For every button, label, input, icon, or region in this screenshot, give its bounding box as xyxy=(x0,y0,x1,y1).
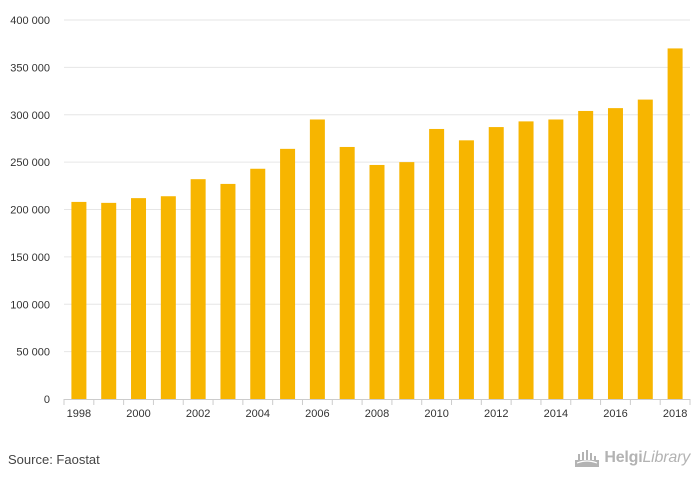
bar-2009[interactable] xyxy=(399,162,415,399)
x-tick-label: 2008 xyxy=(365,408,389,420)
x-tick-label: 1998 xyxy=(67,408,91,420)
bar-2004[interactable] xyxy=(250,168,266,399)
bar-2016[interactable] xyxy=(607,108,623,400)
x-tick-label: 2012 xyxy=(484,408,508,420)
y-tick-label: 100 000 xyxy=(10,299,50,311)
x-tick-label: 2002 xyxy=(186,408,210,420)
x-tick-label: 2016 xyxy=(603,408,627,420)
y-tick-label: 350 000 xyxy=(10,62,50,74)
y-tick-label: 150 000 xyxy=(10,252,50,264)
bar-2003[interactable] xyxy=(220,183,236,399)
bar-2017[interactable] xyxy=(637,99,653,399)
bar-chart: 0 50 000 100 000 150 000 200 000 250 000 300 0… xyxy=(10,15,691,420)
bar-2002[interactable] xyxy=(190,179,206,399)
x-tick-label: 2004 xyxy=(246,408,270,420)
y-tick-label: 200 000 xyxy=(10,205,50,217)
bar-2011[interactable] xyxy=(458,140,474,399)
bar-2006[interactable] xyxy=(309,119,325,400)
source-label: Source: Faostat xyxy=(8,452,100,467)
y-tick-label: 50 000 xyxy=(16,347,50,359)
logo-text-helgi: Helgi xyxy=(604,449,643,466)
bars xyxy=(71,48,683,400)
chart-footer: Source: Faostat Helgi Library xyxy=(0,440,700,483)
bar-2008[interactable] xyxy=(369,164,385,399)
x-tick-label: 2010 xyxy=(424,408,448,420)
y-tick-label: 300 000 xyxy=(10,110,50,122)
y-tick-label: 250 000 xyxy=(10,157,50,169)
bar-2014[interactable] xyxy=(548,119,564,400)
x-tick-label: 2014 xyxy=(544,408,568,420)
x-tick-label: 2000 xyxy=(126,408,150,420)
x-tick-label: 2006 xyxy=(305,408,329,420)
bar-2015[interactable] xyxy=(578,110,594,400)
logo-text-library: Library xyxy=(642,449,690,466)
helgi-library-logo[interactable]: Helgi Library xyxy=(574,448,690,468)
bar-1998[interactable] xyxy=(71,201,87,399)
bar-1999[interactable] xyxy=(101,202,117,399)
bar-2010[interactable] xyxy=(429,128,445,399)
bar-2012[interactable] xyxy=(488,127,504,399)
y-tick-label: 0 xyxy=(44,394,50,406)
bar-2005[interactable] xyxy=(280,148,296,399)
bar-2000[interactable] xyxy=(131,198,147,399)
x-axis: 1998 2000 2002 2004 2006 2008 2010 2012 2014 2016… xyxy=(63,399,691,420)
bar-2018[interactable] xyxy=(667,48,683,400)
helgi-library-logo-icon xyxy=(575,450,600,467)
bar-2013[interactable] xyxy=(518,121,534,399)
y-axis: 0 50 000 100 000 150 000 200 000 250 000 300 0… xyxy=(10,15,50,406)
x-tick-label: 2018 xyxy=(663,408,687,420)
bar-2007[interactable] xyxy=(339,146,355,399)
bar-2001[interactable] xyxy=(160,196,176,399)
y-tick-label: 400 000 xyxy=(10,15,50,27)
